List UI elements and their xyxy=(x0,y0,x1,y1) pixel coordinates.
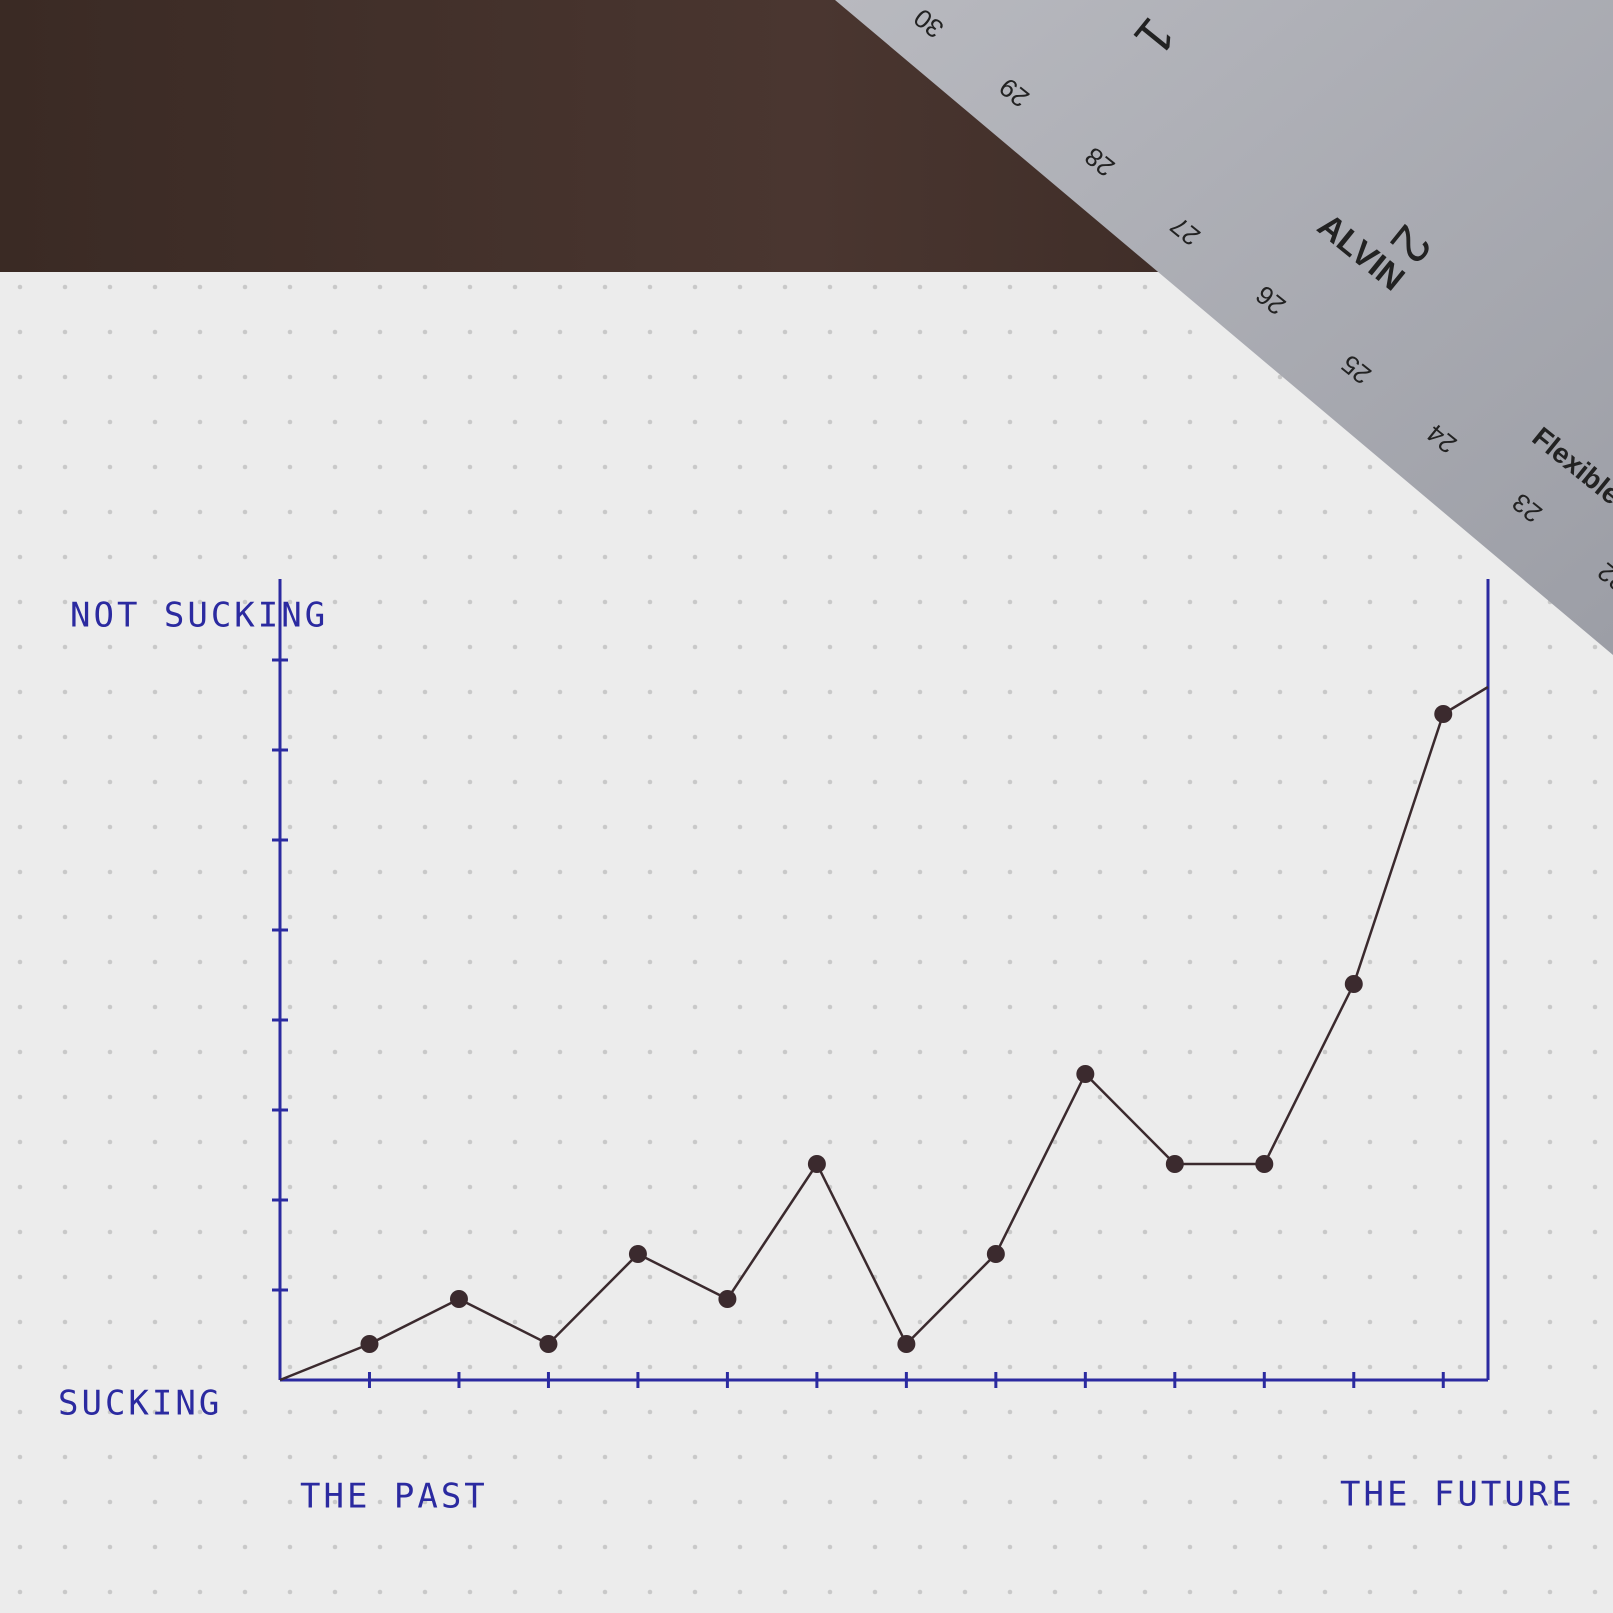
data-point xyxy=(1344,975,1363,993)
ruler xyxy=(835,0,1613,655)
data-point xyxy=(897,1335,916,1353)
x-start-label: THE PAST xyxy=(300,1477,488,1517)
data-point xyxy=(1255,1155,1274,1173)
dot-grid xyxy=(0,272,1613,1613)
y-bottom-label: SUCKING xyxy=(58,1384,222,1424)
data-point xyxy=(539,1335,558,1353)
data-point xyxy=(1076,1065,1095,1083)
data-point xyxy=(628,1245,647,1263)
chart: NOT SUCKING SUCKING THE PAST THE FUTURE xyxy=(58,579,1575,1517)
data-point xyxy=(360,1335,379,1353)
y-top-label: NOT SUCKING xyxy=(70,596,328,636)
data-point xyxy=(1165,1155,1184,1173)
data-point xyxy=(1434,705,1453,723)
data-point xyxy=(718,1290,737,1308)
data-point xyxy=(807,1155,826,1173)
x-end-label: THE FUTURE xyxy=(1340,1475,1575,1515)
data-point xyxy=(449,1290,468,1308)
data-point xyxy=(986,1245,1005,1263)
